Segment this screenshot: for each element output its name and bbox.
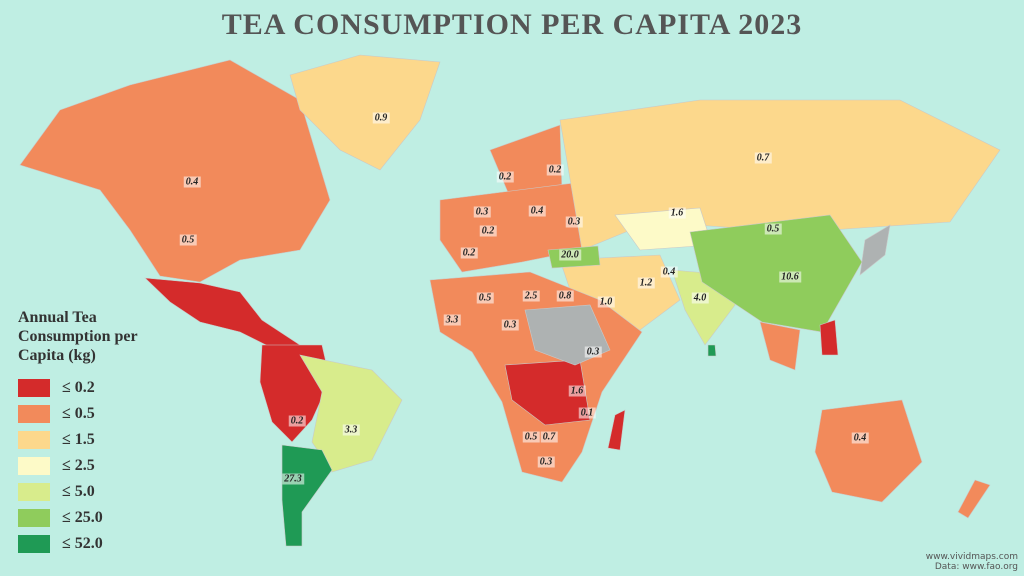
- legend-label: ≤ 25.0: [62, 509, 103, 526]
- value-label: 3.3: [443, 314, 461, 326]
- legend-label: ≤ 52.0: [62, 535, 103, 552]
- value-label: 0.9: [372, 112, 390, 124]
- philippines: [819, 319, 839, 356]
- legend-swatch: [18, 431, 50, 449]
- value-label: 0.2: [496, 171, 514, 183]
- value-label: 0.1: [578, 407, 596, 419]
- value-label: 1.2: [637, 277, 655, 289]
- legend-items: ≤ 0.2 ≤ 0.5 ≤ 1.5 ≤ 2.5 ≤ 5.0 ≤ 25.0 ≤ 52.0: [18, 375, 168, 557]
- value-label: 1.6: [568, 385, 586, 397]
- value-label: 0.7: [754, 152, 772, 164]
- value-label: 0.2: [460, 247, 478, 259]
- map-title: TEA CONSUMPTION PER CAPITA 2023: [221, 8, 803, 41]
- value-label: 2.5: [522, 290, 540, 302]
- legend-label: ≤ 0.5: [62, 405, 95, 422]
- legend-swatch: [18, 483, 50, 501]
- value-label: 20.0: [559, 249, 581, 261]
- north-america: [19, 59, 331, 283]
- value-label: 1.6: [668, 207, 686, 219]
- japan: [859, 224, 891, 276]
- central-america: [144, 277, 301, 353]
- legend-swatch: [18, 535, 50, 553]
- legend-label: ≤ 5.0: [62, 483, 95, 500]
- legend-item: ≤ 5.0: [18, 479, 168, 505]
- value-label: 0.3: [473, 206, 491, 218]
- legend-swatch: [18, 457, 50, 475]
- value-label: 1.0: [597, 296, 615, 308]
- sri-lanka: [707, 344, 717, 357]
- value-label: 10.6: [779, 271, 801, 283]
- credit-source: Data: www.fao.org: [934, 562, 1018, 572]
- legend-item: ≤ 52.0: [18, 531, 168, 557]
- value-label: 0.4: [851, 432, 869, 444]
- value-label: 0.2: [288, 415, 306, 427]
- value-label: 27.3: [282, 473, 304, 485]
- value-label: 0.5: [764, 223, 782, 235]
- greenland: [289, 54, 441, 171]
- legend-label: ≤ 0.2: [62, 379, 95, 396]
- value-label: 0.5: [179, 234, 197, 246]
- credit-site: www.vividmaps.com: [925, 552, 1018, 562]
- legend: Annual Tea Consumption per Capita (kg) ≤…: [18, 308, 168, 557]
- value-label: 0.8: [556, 290, 574, 302]
- value-label: 0.5: [476, 292, 494, 304]
- legend-item: ≤ 0.2: [18, 375, 168, 401]
- legend-label: ≤ 1.5: [62, 431, 95, 448]
- legend-item: ≤ 25.0: [18, 505, 168, 531]
- value-label: 0.7: [540, 431, 558, 443]
- value-label: 0.3: [584, 346, 602, 358]
- credits: www.vividmaps.com Data: www.fao.org: [926, 552, 1018, 572]
- legend-swatch: [18, 379, 50, 397]
- legend-swatch: [18, 509, 50, 527]
- value-label: 0.4: [183, 176, 201, 188]
- legend-title: Annual Tea Consumption per Capita (kg): [18, 309, 138, 364]
- value-label: 0.4: [528, 205, 546, 217]
- value-label: 0.3: [565, 216, 583, 228]
- legend-item: ≤ 1.5: [18, 427, 168, 453]
- southern-cone: [281, 444, 333, 547]
- legend-label: ≤ 2.5: [62, 457, 95, 474]
- value-label: 4.0: [691, 292, 709, 304]
- legend-swatch: [18, 405, 50, 423]
- madagascar: [607, 409, 626, 451]
- value-label: 0.4: [660, 266, 678, 278]
- southeast-asia: [759, 321, 801, 371]
- value-label: 0.3: [537, 456, 555, 468]
- value-label: 0.3: [501, 319, 519, 331]
- value-label: 0.2: [546, 164, 564, 176]
- australia: [814, 399, 923, 503]
- brazil: [299, 354, 403, 473]
- value-label: 0.5: [522, 431, 540, 443]
- value-label: 0.2: [479, 225, 497, 237]
- new-zealand: [957, 479, 991, 519]
- legend-item: ≤ 2.5: [18, 453, 168, 479]
- legend-item: ≤ 0.5: [18, 401, 168, 427]
- value-label: 3.3: [342, 424, 360, 436]
